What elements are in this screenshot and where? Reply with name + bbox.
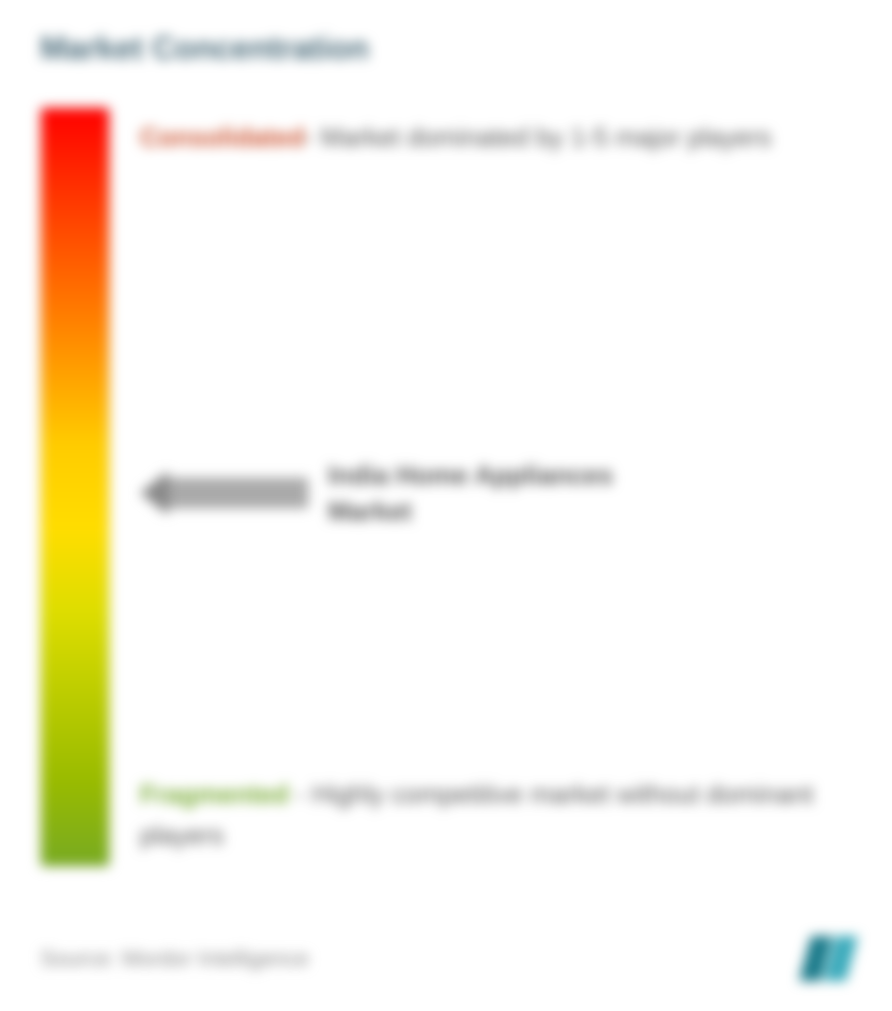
fragmented-label: Fragmented - Highly competitive market w…: [140, 774, 852, 857]
market-name-label: India Home Appliances Market: [328, 457, 678, 530]
footer: Source: Mordor Intelligence: [40, 936, 852, 981]
consolidated-label: Consolidated- Market dominated by 1-5 ma…: [140, 117, 771, 159]
consolidated-text: - Market dominated by 1-5 major players: [305, 122, 772, 152]
consolidated-prefix: Consolidated: [140, 122, 305, 152]
content-area: Consolidated- Market dominated by 1-5 ma…: [40, 107, 852, 887]
concentration-gradient-bar: [40, 107, 110, 867]
market-indicator: India Home Appliances Market: [140, 457, 678, 530]
fragmented-prefix: Fragmented: [140, 779, 289, 809]
arrow-head: [140, 471, 168, 515]
page-title: Market Concentration: [40, 30, 852, 67]
arrow-icon: [140, 471, 308, 515]
arrow-body: [168, 478, 308, 508]
text-content: Consolidated- Market dominated by 1-5 ma…: [140, 107, 852, 887]
mordor-logo-icon: [805, 936, 852, 981]
source-attribution: Source: Mordor Intelligence: [40, 946, 309, 972]
